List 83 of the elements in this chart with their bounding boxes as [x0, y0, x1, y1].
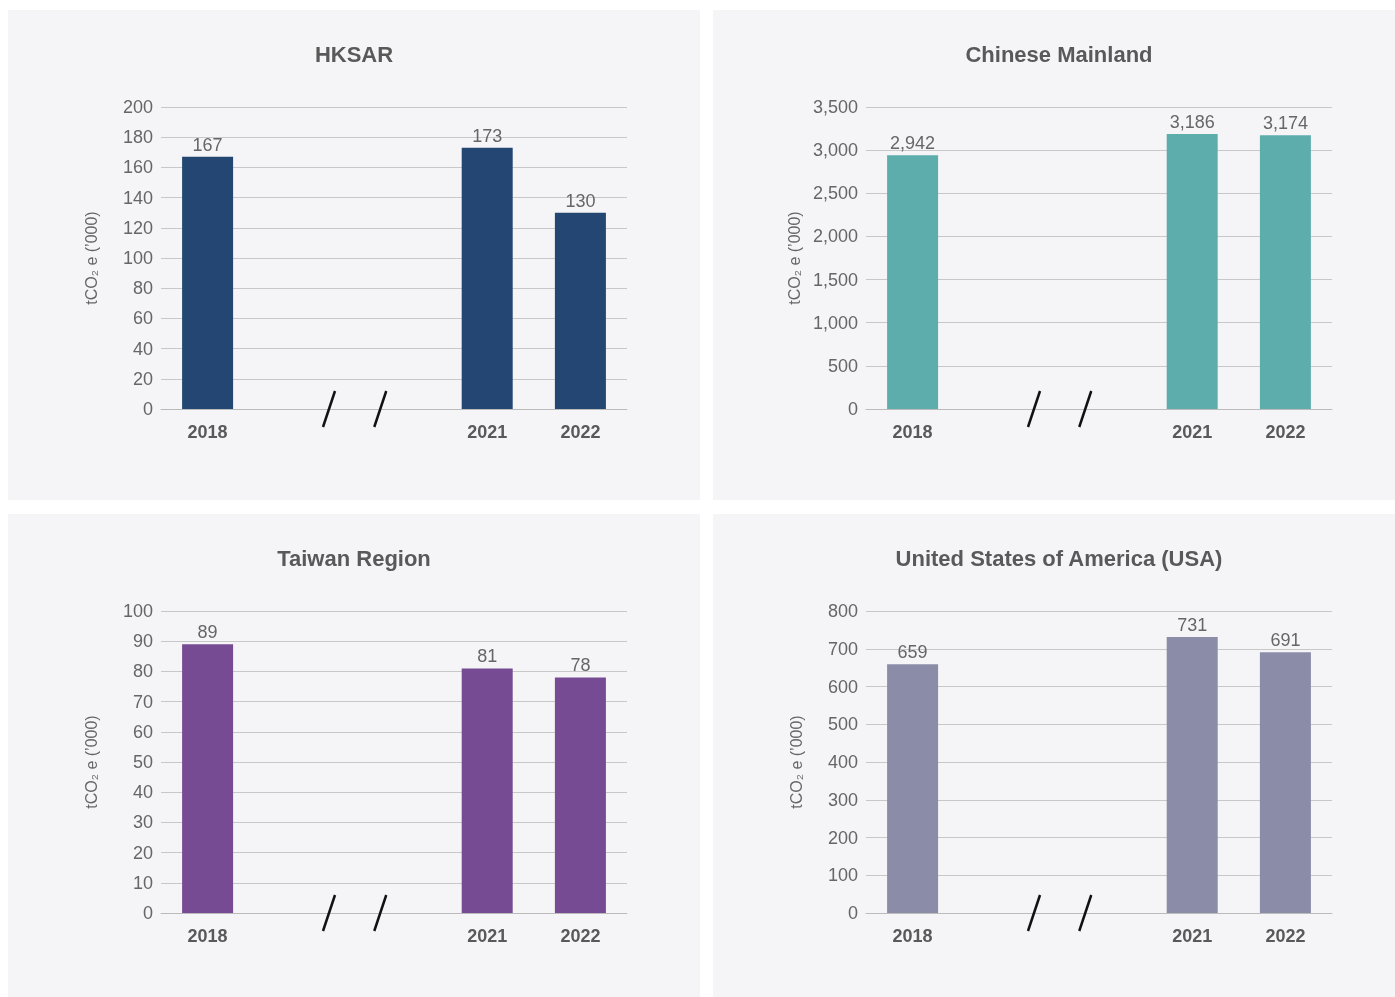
x-tick-label: 2022: [1265, 422, 1306, 442]
bar: [554, 212, 606, 409]
y-tick-label: 800: [827, 601, 858, 621]
x-tick-label: 2022: [560, 422, 601, 442]
y-tick-label: 60: [132, 721, 153, 742]
y-tick-label: 500: [827, 714, 858, 735]
y-tick-label: 200: [122, 97, 153, 117]
bar: [1166, 134, 1218, 409]
bar: [1259, 135, 1311, 409]
y-tick-label: 40: [132, 338, 153, 359]
x-tick-label: 2018: [187, 422, 228, 442]
y-tick-label: 140: [122, 187, 153, 208]
y-tick-label: 120: [122, 217, 153, 238]
bar: [461, 668, 513, 913]
data-label: 81: [477, 646, 498, 667]
y-tick-label: 60: [132, 308, 153, 329]
x-tick-label: 2021: [467, 926, 508, 946]
bar: [1166, 637, 1218, 913]
bar: [887, 664, 939, 913]
y-tick-label: 200: [827, 827, 858, 848]
x-tick-label: 2018: [187, 926, 228, 946]
bar: [182, 156, 234, 409]
y-tick-label: 3,000: [812, 140, 858, 161]
bar: [554, 677, 606, 913]
data-label: 173: [472, 125, 503, 146]
y-tick-label: 40: [132, 782, 153, 803]
bar: [182, 644, 234, 913]
y-tick-label: 400: [827, 752, 858, 772]
bar: [887, 155, 939, 409]
data-label: 89: [197, 622, 218, 643]
x-tick-label: 2022: [560, 926, 601, 946]
y-tick-label: 600: [827, 676, 858, 697]
y-tick-label: 300: [827, 789, 858, 810]
y-axis-title: tCO₂ e (’000): [787, 715, 805, 809]
y-tick-label: 90: [132, 631, 153, 652]
y-tick-label: 1,500: [812, 269, 858, 290]
data-label: 731: [1177, 615, 1208, 636]
y-axis-title: tCO₂ e (’000): [82, 715, 100, 809]
y-tick-label: 180: [122, 127, 153, 148]
data-label: 167: [192, 134, 223, 155]
data-label: 78: [570, 655, 591, 676]
y-tick-label: 50: [132, 752, 153, 772]
x-tick-label: 2018: [892, 926, 933, 946]
y-tick-label: 80: [132, 278, 153, 299]
x-tick-label: 2021: [1172, 926, 1213, 946]
bar: [461, 147, 513, 409]
data-label: 2,942: [890, 133, 936, 154]
y-tick-label: 3,500: [812, 97, 858, 117]
y-tick-label: 500: [827, 355, 858, 376]
x-tick-label: 2021: [1172, 422, 1213, 442]
chart-title: Taiwan Region: [277, 545, 431, 571]
data-label: 130: [565, 190, 596, 211]
y-tick-label: 100: [122, 248, 153, 268]
chart-title: United States of America (USA): [895, 545, 1223, 571]
y-tick-label: 700: [827, 638, 858, 659]
data-label: 691: [1270, 630, 1301, 651]
y-tick-label: 1,000: [812, 312, 858, 333]
y-tick-label: 160: [122, 157, 153, 178]
x-tick-label: 2022: [1265, 926, 1306, 946]
chart-title: Chinese Mainland: [965, 41, 1153, 67]
y-axis-title: tCO₂ e (’000): [82, 211, 100, 305]
y-tick-label: 10: [132, 872, 153, 893]
y-tick-label: 70: [132, 691, 153, 712]
y-tick-label: 20: [132, 842, 153, 863]
y-tick-label: 100: [122, 601, 153, 621]
y-tick-label: 20: [132, 368, 153, 389]
data-label: 3,186: [1169, 112, 1215, 133]
y-tick-label: 2,500: [812, 183, 858, 204]
x-tick-label: 2018: [892, 422, 933, 442]
y-tick-label: 0: [847, 903, 858, 923]
y-tick-label: 30: [132, 812, 153, 833]
y-tick-label: 0: [142, 903, 153, 923]
x-tick-label: 2021: [467, 422, 508, 442]
y-axis-title: tCO₂ e (’000): [785, 211, 803, 305]
data-label: 659: [897, 642, 928, 663]
data-label: 3,174: [1262, 113, 1308, 134]
y-tick-label: 2,000: [812, 226, 858, 247]
y-tick-label: 80: [132, 661, 153, 682]
y-tick-label: 100: [827, 865, 858, 886]
bar: [1259, 652, 1311, 913]
y-tick-label: 0: [847, 399, 858, 419]
y-tick-label: 0: [142, 399, 153, 419]
chart-title: HKSAR: [314, 41, 394, 67]
